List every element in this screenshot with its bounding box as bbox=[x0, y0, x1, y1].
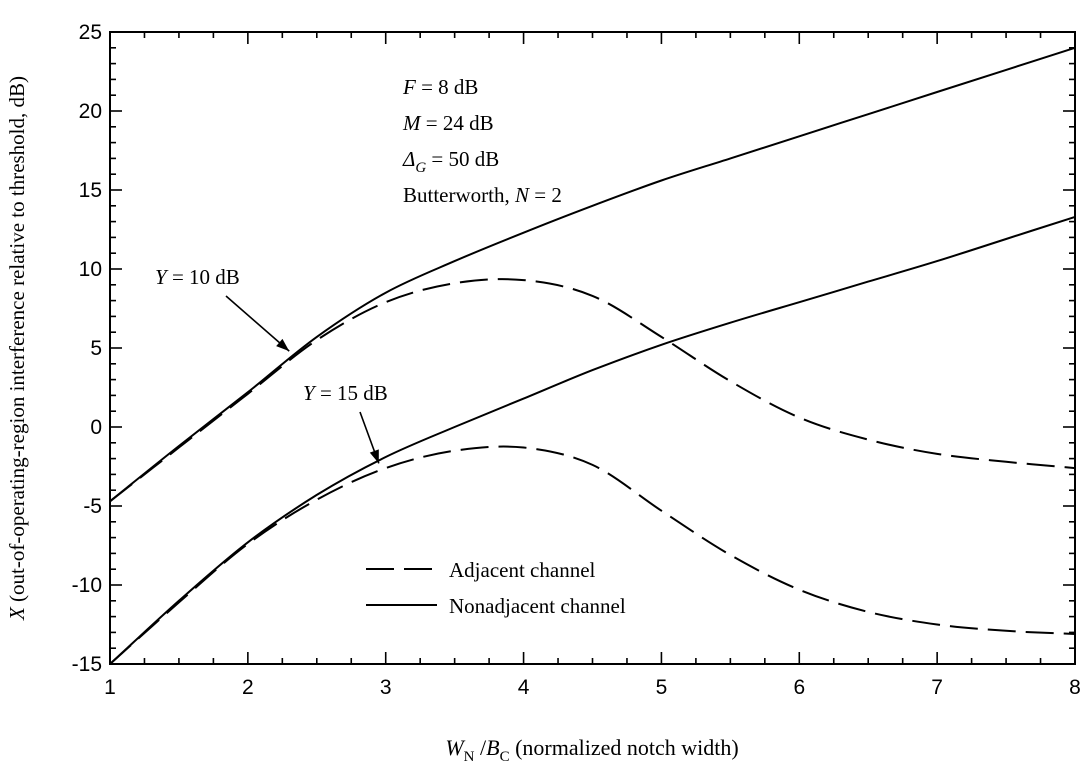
adjacent-channel-curve bbox=[109, 278, 1076, 503]
parameter-line: Butterworth, N = 2 bbox=[403, 183, 562, 207]
arrow-head bbox=[276, 338, 290, 352]
y-tick-label: 20 bbox=[79, 100, 102, 123]
y-tick-label: 10 bbox=[79, 258, 102, 281]
parameter-line: M = 24 dB bbox=[402, 111, 494, 135]
curve-annotation: Y = 15 dB bbox=[303, 381, 388, 405]
y-tick-label: 15 bbox=[79, 179, 102, 202]
annotations: Y = 10 dB Y = 15 dB bbox=[155, 265, 388, 464]
legend-label: Nonadjacent channel bbox=[449, 594, 626, 618]
y-tick-label: 5 bbox=[90, 337, 102, 360]
legend-label: Adjacent channel bbox=[449, 558, 596, 582]
x-tick-label: 4 bbox=[518, 676, 530, 699]
parameter-line: ΔG = 50 dB bbox=[402, 147, 499, 176]
parameter-line: F = 8 dB bbox=[402, 75, 478, 99]
y-tick-label: -15 bbox=[72, 653, 102, 676]
x-tick-label: 8 bbox=[1069, 676, 1081, 699]
curve-annotation: Y = 10 dB bbox=[155, 265, 240, 289]
parameter-block: F = 8 dB M = 24 dB ΔG = 50 dB Butterworth, … bbox=[402, 75, 562, 207]
annotation-arrow bbox=[225, 295, 290, 352]
nonadjacent-channel-curve bbox=[109, 215, 1076, 665]
y-tick-label: 0 bbox=[90, 416, 102, 439]
x-tick-label: 6 bbox=[793, 676, 805, 699]
adjacent-channel-curve bbox=[109, 445, 1076, 665]
legend: Adjacent channel Nonadjacent channel bbox=[366, 558, 626, 618]
y-tick-label: -10 bbox=[72, 574, 102, 597]
x-tick-label: 3 bbox=[380, 676, 392, 699]
curves bbox=[109, 46, 1076, 665]
y-axis-label: X (out-of-operating-region interference … bbox=[5, 76, 29, 621]
axis-ticks bbox=[109, 31, 1076, 665]
x-axis-label: WN /BC (normalized notch width) bbox=[445, 735, 738, 765]
arrow-head bbox=[369, 449, 379, 464]
x-tick-label: 7 bbox=[931, 676, 943, 699]
y-tick-label: -5 bbox=[83, 495, 102, 518]
x-tick-label: 2 bbox=[242, 676, 254, 699]
x-tick-label: 1 bbox=[104, 676, 116, 699]
nonadjacent-channel-curve bbox=[109, 46, 1076, 503]
axis-tick-labels: 1 2 3 4 5 6 7 8 -15 -10 -5 0 5 10 15 20 25 bbox=[72, 21, 1081, 699]
y-tick-label: 25 bbox=[79, 21, 102, 44]
x-tick-label: 5 bbox=[656, 676, 668, 699]
